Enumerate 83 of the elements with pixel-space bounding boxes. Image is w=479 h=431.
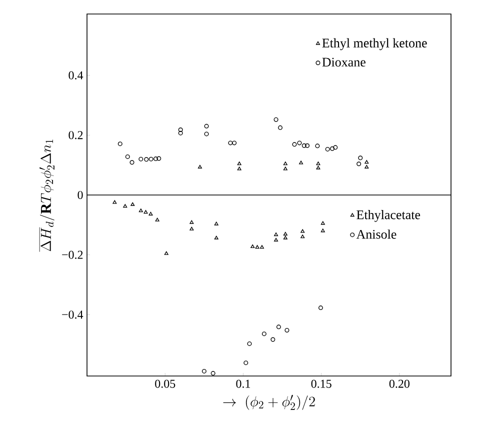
point [118,142,122,146]
point [155,218,160,222]
point [364,164,369,168]
point [250,244,255,248]
point [178,130,183,136]
point [125,154,130,159]
y-tick-label: −0.2 [62,250,83,259]
point [237,162,242,166]
x-axis-title: $\rightarrow\ (\phi_2+\phi_2')/2$ [223,394,315,410]
point [315,144,320,148]
point [148,156,154,162]
point [302,143,306,148]
point [270,337,276,342]
point [210,371,216,376]
point [297,140,302,146]
point [144,210,148,214]
point [260,245,264,249]
point [262,332,266,336]
point [333,145,338,150]
point [247,341,252,346]
point [214,222,218,226]
point [232,140,237,146]
point [284,328,290,332]
point [283,166,288,170]
point [130,202,135,206]
point [320,228,325,232]
x-tick-label: 0.05 [155,380,176,388]
point [138,208,143,212]
point [202,368,206,374]
point [112,200,117,204]
point [299,160,304,164]
point [198,164,202,168]
point [300,234,305,238]
point [278,125,282,130]
point [156,156,162,161]
point [237,166,242,170]
point [164,251,168,255]
point [148,212,153,216]
y-tick-label: −0.4 [62,310,84,319]
x-tick-label: 0.15 [311,380,332,388]
point [305,143,310,148]
point [274,238,278,242]
point [358,156,363,160]
point [204,124,209,128]
legend-label: Anisole [356,230,396,239]
point [283,162,288,166]
point [283,232,288,236]
point [300,229,305,233]
point [214,236,218,240]
point [316,166,320,170]
legend-label: Dioxane [322,58,366,67]
point [274,232,278,236]
point [244,360,248,366]
x-tick-label: 0.1 [236,380,250,388]
point [292,142,297,147]
point [330,146,335,151]
point [325,146,330,152]
point [274,117,278,122]
legend-label: Ethyl methyl ketone [322,38,427,50]
point [190,220,194,224]
point [130,160,134,165]
point [123,204,128,208]
point [138,156,144,162]
y-axis-title: $\overline{\Delta H}_d/\mathbf{R}T\phi_2\phi_2'\Delta n_1$ [39,140,54,252]
point [153,156,158,162]
point [190,226,194,230]
legend-label: Ethylacetate [356,210,420,222]
y-tick-label: 0.2 [68,131,83,140]
point [228,140,233,146]
point [144,157,149,162]
point [318,306,323,310]
y-tick-label: 0 [78,190,83,200]
y-tick-label: 0.4 [68,71,84,80]
point [320,221,325,225]
point [316,162,320,166]
point [364,160,369,164]
point [204,132,209,136]
point [356,162,362,166]
point [178,128,183,132]
point [283,236,288,240]
point [255,245,260,249]
x-tick-label: 0.20 [389,380,410,388]
point [276,324,281,330]
